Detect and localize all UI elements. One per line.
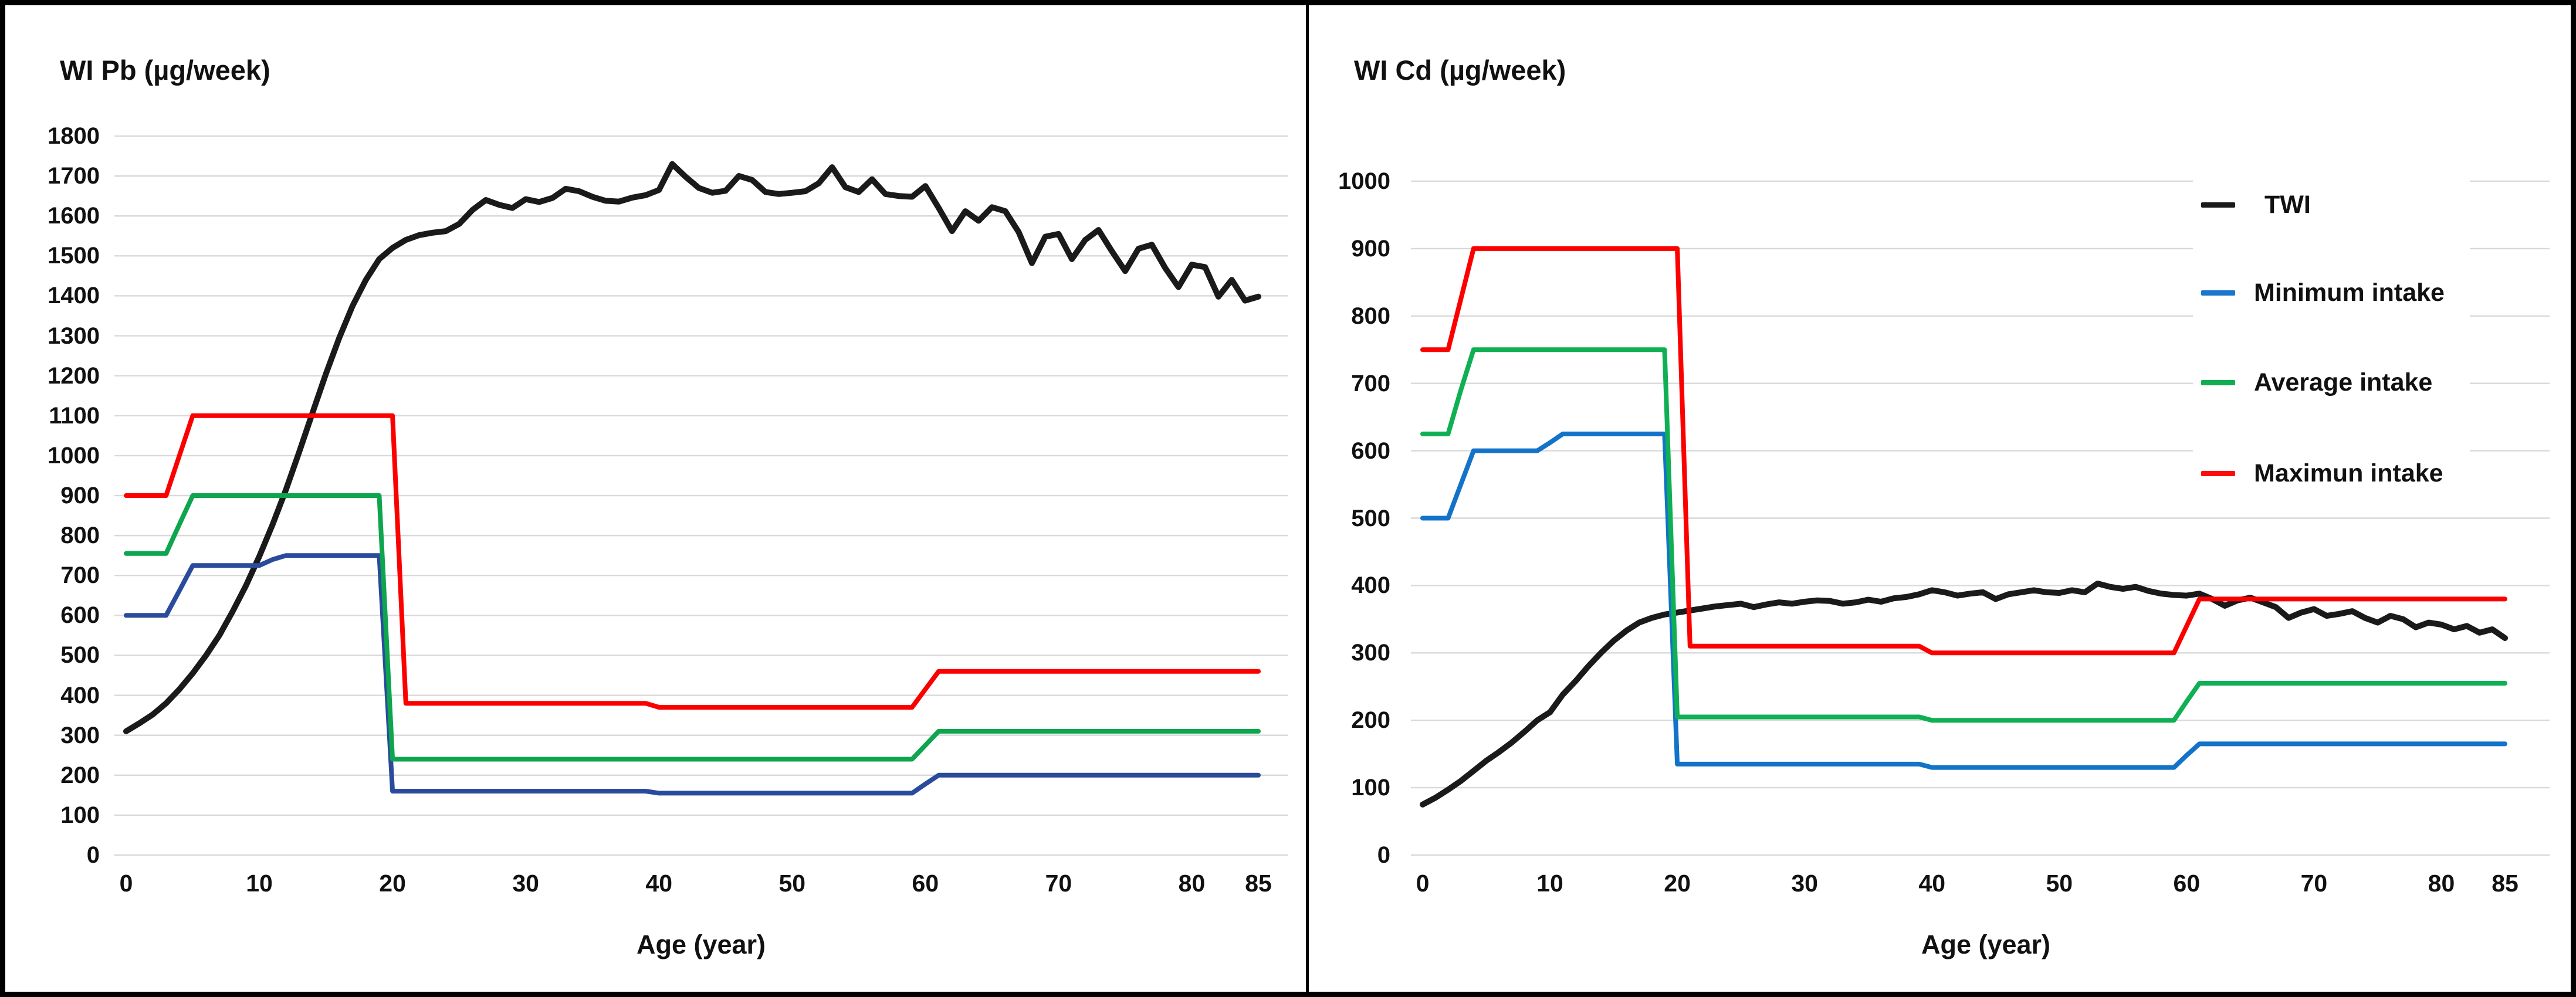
y-tick-label: 900 [60, 483, 100, 508]
x-tick-label: 40 [1918, 870, 1946, 897]
x-tick-label: 85 [2492, 870, 2519, 897]
y-tick-label: 1100 [49, 402, 100, 429]
x-tick-label: 70 [2300, 870, 2328, 897]
y-tick-label: 1500 [48, 243, 100, 269]
y-tick-label: 1000 [48, 442, 100, 469]
x-tick-label: 60 [2173, 870, 2201, 897]
minimum-line-swatch-icon [2201, 290, 2235, 296]
twi-line-swatch-icon [2201, 202, 2235, 208]
series-line-maximun-intake [124, 413, 1261, 710]
y-tick-label: 1300 [48, 323, 100, 349]
series-line-maximun-intake [1420, 246, 2507, 656]
x-axis-label-cd: Age (year) [1921, 930, 2051, 959]
y-tick-label: 500 [1351, 505, 1390, 531]
x-tick-label: 0 [1416, 870, 1430, 897]
x-tick-label: 50 [2046, 870, 2073, 897]
x-tick-label: 0 [119, 870, 133, 897]
series-line-average-intake [1420, 347, 2507, 723]
x-tick-label: 80 [1178, 870, 1206, 897]
series-line-twi [1420, 581, 2508, 808]
legend-item-minimum: Minimum intake [2201, 275, 2445, 310]
x-tick-label: 40 [645, 870, 673, 897]
average-line-swatch-icon [2201, 379, 2235, 385]
y-tick-label: 400 [60, 682, 100, 708]
y-tick-label: 700 [60, 562, 100, 589]
y-tick-label: 600 [1351, 438, 1390, 464]
y-tick-label: 1800 [48, 123, 100, 150]
y-tick-label: 600 [60, 602, 100, 629]
x-tick-label: 20 [1664, 870, 1691, 897]
x-tick-label: 30 [512, 870, 539, 897]
x-axis-label-pb: Age (year) [636, 930, 766, 959]
y-tick-label: 0 [86, 842, 100, 868]
legend-item-twi: TWI [2201, 187, 2311, 222]
y-tick-label: 1200 [48, 362, 100, 389]
chart-title-pb: WI Pb (µg/week) [60, 55, 270, 86]
y-tick-label: 1400 [48, 283, 100, 309]
legend-label: Minimum intake [2254, 278, 2445, 307]
x-tick-label: 60 [912, 870, 939, 897]
y-tick-label: 800 [1351, 303, 1390, 329]
y-tick-label: 800 [60, 523, 100, 549]
y-tick-label: 100 [1351, 775, 1390, 801]
legend-label: TWI [2264, 190, 2311, 219]
y-tick-label: 200 [1351, 707, 1390, 734]
y-tick-label: 300 [1351, 640, 1390, 666]
series-line-twi [123, 161, 1261, 734]
legend-label: Average intake [2254, 368, 2433, 396]
y-tick-label: 500 [60, 642, 100, 669]
x-tick-label: 10 [246, 870, 273, 897]
series-line-average-intake [124, 493, 1261, 762]
y-tick-label: 400 [1351, 572, 1390, 599]
chart-title-cd: WI Cd (µg/week) [1354, 55, 1566, 86]
y-tick-label: 0 [1377, 842, 1390, 868]
series-line-minimum-intake [124, 553, 1261, 796]
x-tick-label: 85 [1245, 870, 1272, 897]
y-tick-label: 1700 [48, 163, 100, 189]
legend-item-average: Average intake [2201, 365, 2432, 400]
x-tick-label: 10 [1536, 870, 1563, 897]
y-tick-label: 700 [1351, 370, 1390, 396]
series-line-minimum-intake [1420, 431, 2507, 770]
y-tick-label: 900 [1351, 235, 1390, 262]
x-tick-label: 30 [1791, 870, 1818, 897]
legend-background [2193, 176, 2470, 500]
legend-label: Maximun intake [2254, 459, 2443, 487]
maximun-line-swatch-icon [2201, 470, 2235, 476]
y-tick-label: 300 [60, 722, 100, 748]
y-tick-label: 200 [60, 762, 100, 788]
y-tick-label: 1600 [48, 203, 100, 229]
y-tick-label: 100 [60, 802, 100, 828]
y-tick-label: 1000 [1338, 168, 1390, 194]
panel-divider [1306, 5, 1309, 992]
x-tick-label: 20 [379, 870, 406, 897]
x-tick-label: 70 [1045, 870, 1072, 897]
x-tick-label: 80 [2428, 870, 2455, 897]
legend-item-maximun: Maximun intake [2201, 456, 2443, 491]
x-tick-label: 50 [778, 870, 806, 897]
